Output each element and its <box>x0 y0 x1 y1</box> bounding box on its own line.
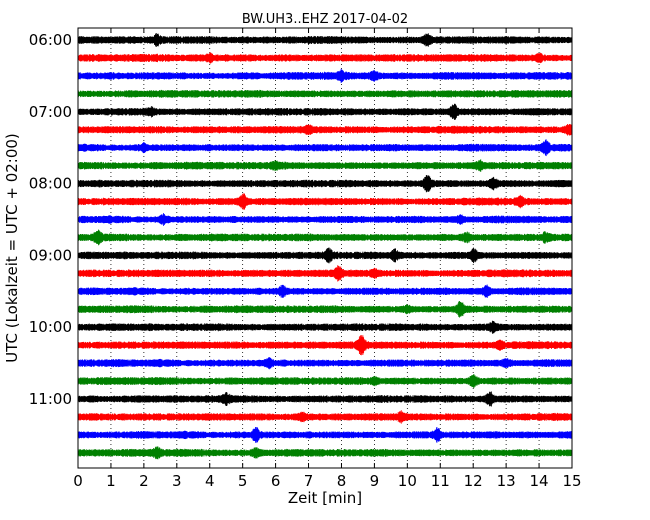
trace-0645 <box>77 89 573 98</box>
trace-1130 <box>77 427 573 443</box>
y-tick-label: 08:00 <box>29 175 72 193</box>
trace-0830 <box>77 213 573 226</box>
trace-1145 <box>77 446 573 460</box>
trace-0630 <box>77 68 573 84</box>
x-tick-label: 0 <box>73 472 83 490</box>
y-tick-label: 10:00 <box>29 318 72 336</box>
y-tick-label: 06:00 <box>29 31 72 49</box>
trace-0700 <box>77 103 573 120</box>
chart-title: BW.UH3..EHZ 2017-04-02 <box>242 12 408 27</box>
trace-0900 <box>77 247 573 264</box>
x-tick-label: 14 <box>530 472 549 490</box>
x-tick-label: 4 <box>205 472 215 490</box>
trace-1045 <box>77 374 573 389</box>
x-tick-label: 9 <box>370 472 380 490</box>
trace-0915 <box>77 265 573 282</box>
trace-0730 <box>77 139 573 157</box>
trace-1015 <box>77 335 573 356</box>
x-axis-label: Zeit [min] <box>288 489 362 507</box>
x-tick-label: 2 <box>139 472 149 490</box>
trace-1115 <box>77 410 573 424</box>
trace-0615 <box>77 52 573 64</box>
x-axis-ticks: 0 1 2 3 4 5 6 7 8 9 10 11 12 13 14 15 <box>73 28 582 490</box>
trace-0745 <box>77 159 573 172</box>
y-axis-ticks: 06:00 07:00 08:00 09:00 10:00 11:00 <box>29 31 572 408</box>
x-tick-label: 12 <box>464 472 483 490</box>
plot-frame <box>77 27 573 469</box>
y-tick-label: 09:00 <box>29 246 72 264</box>
x-tick-label: 11 <box>431 472 450 490</box>
x-tick-label: 13 <box>497 472 516 490</box>
trace-0800 <box>77 174 573 193</box>
y-tick-label: 11:00 <box>29 390 72 408</box>
seismic-traces <box>77 33 573 460</box>
y-axis-label: UTC (Lokalzeit = UTC + 02:00) <box>3 133 21 363</box>
trace-0715 <box>77 123 573 136</box>
trace-0945 <box>77 301 573 318</box>
trace-0845 <box>77 229 573 246</box>
trace-0815 <box>77 193 573 210</box>
trace-0930 <box>77 284 573 299</box>
trace-0600 <box>77 33 573 47</box>
trace-1100 <box>77 391 573 407</box>
x-tick-label: 6 <box>271 472 281 490</box>
x-tick-label: 7 <box>304 472 314 490</box>
x-tick-label: 5 <box>238 472 248 490</box>
x-tick-label: 10 <box>398 472 417 490</box>
x-tick-label: 3 <box>172 472 182 490</box>
trace-1000 <box>77 320 573 334</box>
x-tick-label: 8 <box>337 472 347 490</box>
x-tick-label: 15 <box>562 472 581 490</box>
trace-1030 <box>77 356 573 370</box>
x-tick-label: 1 <box>106 472 116 490</box>
y-tick-label: 07:00 <box>29 103 72 121</box>
